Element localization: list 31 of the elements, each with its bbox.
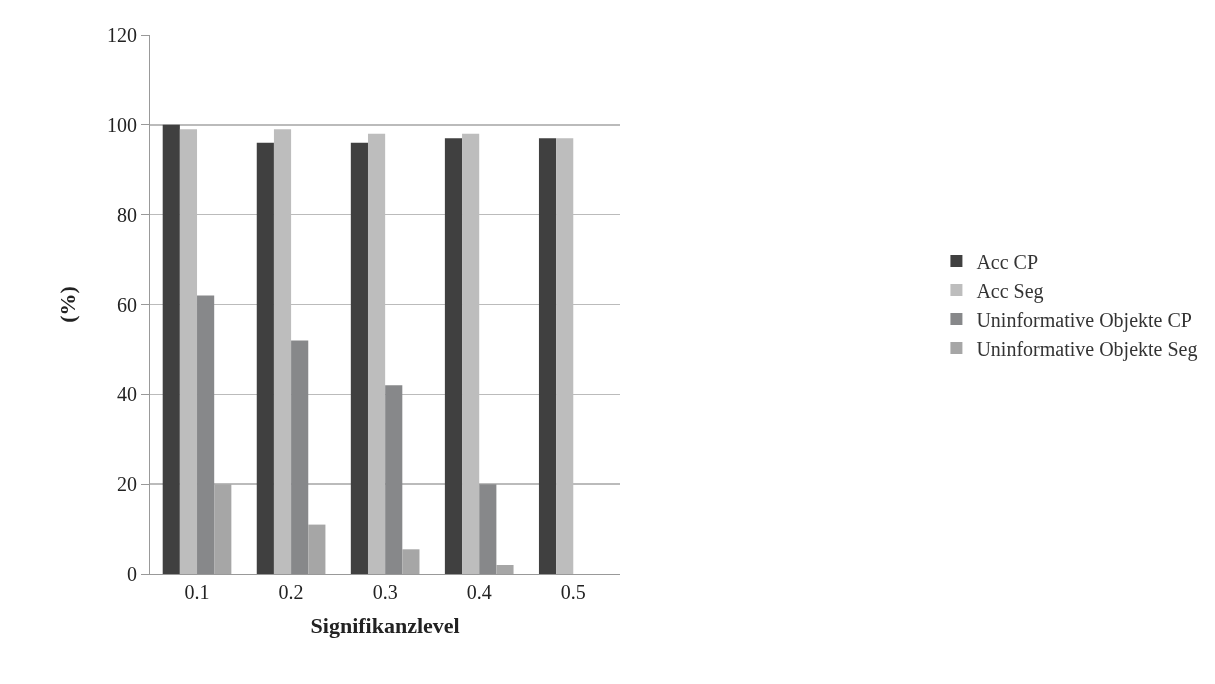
y-tick-label: 80 [117,203,137,226]
bar [444,138,463,574]
bar [385,385,403,574]
bar [214,484,232,574]
legend-label: Uninformative Objekte CP [976,308,1192,332]
y-tick-label: 100 [107,113,137,136]
bar [496,565,514,574]
y-tick-label: 40 [117,383,137,406]
bar [256,142,274,574]
bar [479,484,497,574]
bar [197,295,215,574]
legend-label: Acc CP [976,250,1039,273]
legend-label: Acc Seg [976,279,1044,303]
y-tick-label: 0 [127,563,137,585]
y-tick-label: 20 [117,473,137,496]
x-tick-label: 0.5 [560,581,586,603]
x-tick-label: 0.2 [278,581,304,603]
x-axis-title: Signifikanzlevel [310,612,460,638]
x-tick-label: 0.1 [184,581,210,603]
bar [402,549,420,574]
x-tick-label: 0.4 [466,581,492,603]
y-axis-title: (%) [54,286,80,323]
y-tick-label: 120 [107,24,137,46]
bar [308,524,326,574]
bar [538,138,557,574]
bar [350,142,368,574]
y-tick-label: 60 [117,293,137,316]
x-tick-label: 0.3 [372,581,398,603]
bar [291,340,309,574]
legend-label: Uninformative Objekte Seg [976,337,1198,361]
bar [162,124,180,574]
